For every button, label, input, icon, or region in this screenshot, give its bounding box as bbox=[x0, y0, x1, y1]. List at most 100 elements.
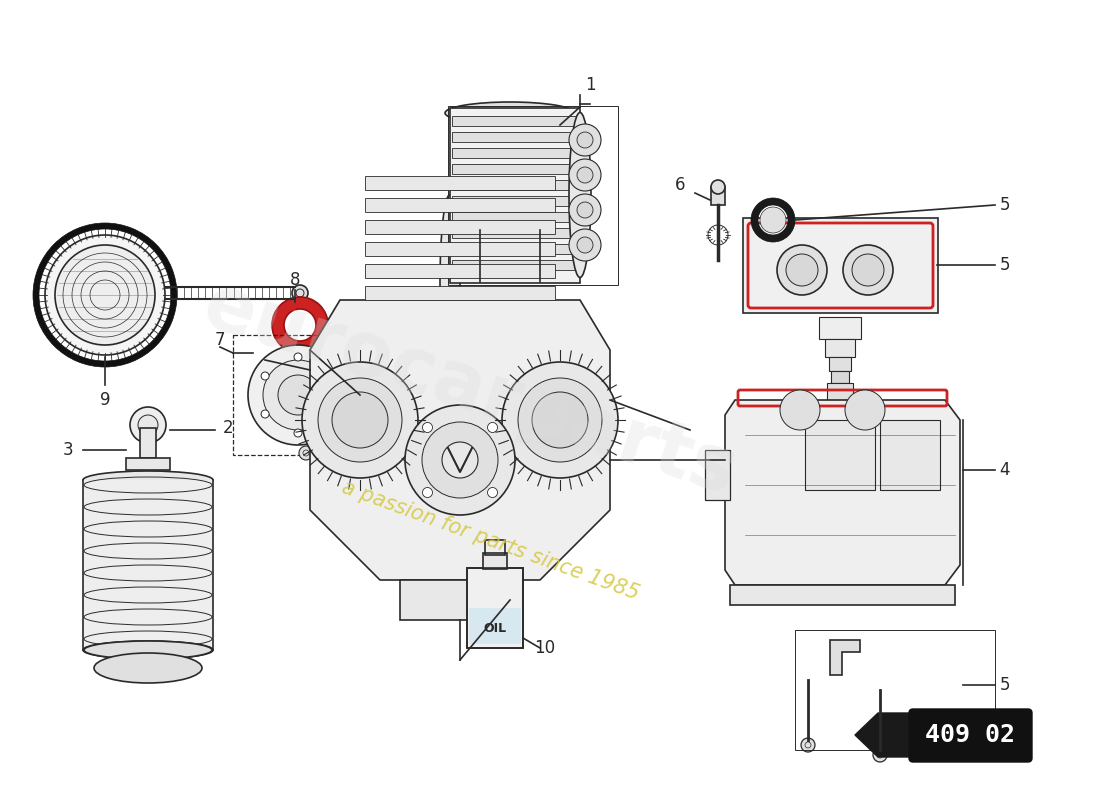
Circle shape bbox=[292, 285, 308, 301]
FancyBboxPatch shape bbox=[452, 180, 578, 190]
FancyBboxPatch shape bbox=[820, 317, 861, 339]
FancyBboxPatch shape bbox=[452, 260, 578, 270]
Circle shape bbox=[578, 237, 593, 253]
Circle shape bbox=[422, 422, 498, 498]
Circle shape bbox=[578, 202, 593, 218]
Ellipse shape bbox=[84, 641, 212, 659]
Text: 5: 5 bbox=[1000, 256, 1010, 274]
FancyBboxPatch shape bbox=[880, 420, 940, 490]
FancyBboxPatch shape bbox=[452, 212, 578, 222]
Circle shape bbox=[569, 124, 601, 156]
Circle shape bbox=[711, 180, 725, 194]
Wedge shape bbox=[33, 223, 177, 367]
FancyBboxPatch shape bbox=[452, 164, 578, 174]
Circle shape bbox=[332, 392, 388, 448]
FancyBboxPatch shape bbox=[452, 116, 578, 126]
Text: eurocarparts: eurocarparts bbox=[194, 269, 746, 511]
Text: 3: 3 bbox=[63, 441, 74, 459]
FancyBboxPatch shape bbox=[365, 264, 556, 278]
Ellipse shape bbox=[440, 194, 460, 370]
Circle shape bbox=[502, 362, 618, 478]
FancyBboxPatch shape bbox=[711, 187, 725, 205]
FancyBboxPatch shape bbox=[822, 401, 858, 421]
FancyBboxPatch shape bbox=[365, 220, 556, 234]
FancyBboxPatch shape bbox=[730, 585, 955, 605]
Circle shape bbox=[487, 422, 497, 433]
FancyBboxPatch shape bbox=[365, 176, 556, 190]
Circle shape bbox=[780, 390, 820, 430]
Circle shape bbox=[843, 245, 893, 295]
Ellipse shape bbox=[82, 471, 213, 489]
Circle shape bbox=[327, 372, 334, 380]
Polygon shape bbox=[310, 300, 610, 580]
Ellipse shape bbox=[569, 113, 591, 278]
FancyBboxPatch shape bbox=[805, 420, 874, 490]
Circle shape bbox=[442, 442, 478, 478]
Circle shape bbox=[578, 167, 593, 183]
Ellipse shape bbox=[446, 102, 575, 124]
Circle shape bbox=[578, 132, 593, 148]
Circle shape bbox=[55, 245, 155, 345]
Circle shape bbox=[278, 375, 318, 415]
FancyBboxPatch shape bbox=[468, 568, 522, 648]
Ellipse shape bbox=[94, 653, 202, 683]
Circle shape bbox=[263, 360, 333, 430]
Circle shape bbox=[532, 392, 588, 448]
Text: 409 02: 409 02 bbox=[925, 723, 1015, 747]
FancyBboxPatch shape bbox=[825, 339, 855, 357]
Circle shape bbox=[422, 422, 432, 433]
Text: 1: 1 bbox=[585, 76, 595, 94]
Circle shape bbox=[261, 410, 270, 418]
Circle shape bbox=[760, 207, 786, 233]
Circle shape bbox=[405, 405, 515, 515]
Circle shape bbox=[422, 487, 432, 498]
FancyBboxPatch shape bbox=[450, 108, 580, 283]
Circle shape bbox=[852, 254, 884, 286]
FancyBboxPatch shape bbox=[452, 196, 578, 206]
Text: 9: 9 bbox=[100, 391, 110, 409]
Circle shape bbox=[569, 159, 601, 191]
Circle shape bbox=[518, 378, 602, 462]
Circle shape bbox=[261, 372, 270, 380]
FancyBboxPatch shape bbox=[483, 553, 507, 569]
FancyBboxPatch shape bbox=[126, 458, 170, 470]
Circle shape bbox=[873, 748, 887, 762]
Circle shape bbox=[569, 194, 601, 226]
FancyBboxPatch shape bbox=[365, 242, 556, 256]
Text: 8: 8 bbox=[289, 271, 300, 289]
Circle shape bbox=[569, 229, 601, 261]
FancyBboxPatch shape bbox=[909, 709, 1032, 762]
Circle shape bbox=[45, 235, 165, 355]
Text: a passion for parts since 1985: a passion for parts since 1985 bbox=[339, 477, 641, 603]
Circle shape bbox=[130, 407, 166, 443]
Ellipse shape bbox=[82, 641, 213, 659]
Circle shape bbox=[302, 362, 418, 478]
Polygon shape bbox=[830, 640, 860, 675]
FancyBboxPatch shape bbox=[365, 286, 556, 300]
FancyBboxPatch shape bbox=[140, 428, 156, 458]
Text: 7: 7 bbox=[214, 331, 225, 349]
FancyBboxPatch shape bbox=[830, 371, 849, 383]
FancyBboxPatch shape bbox=[469, 608, 521, 644]
Circle shape bbox=[294, 353, 302, 361]
Text: OIL: OIL bbox=[483, 622, 507, 634]
Circle shape bbox=[248, 345, 348, 445]
Circle shape bbox=[138, 415, 158, 435]
Circle shape bbox=[801, 738, 815, 752]
Polygon shape bbox=[855, 713, 911, 757]
Text: 10: 10 bbox=[535, 639, 556, 657]
Circle shape bbox=[786, 254, 818, 286]
Circle shape bbox=[294, 429, 302, 437]
FancyBboxPatch shape bbox=[742, 218, 938, 313]
Polygon shape bbox=[725, 400, 960, 585]
FancyBboxPatch shape bbox=[400, 580, 520, 620]
FancyBboxPatch shape bbox=[452, 244, 578, 254]
FancyBboxPatch shape bbox=[452, 132, 578, 142]
Text: 6: 6 bbox=[674, 176, 685, 194]
FancyBboxPatch shape bbox=[365, 198, 556, 212]
Circle shape bbox=[299, 446, 314, 460]
Text: 5: 5 bbox=[1000, 196, 1010, 214]
FancyBboxPatch shape bbox=[452, 228, 578, 238]
Circle shape bbox=[487, 487, 497, 498]
Wedge shape bbox=[272, 297, 328, 353]
